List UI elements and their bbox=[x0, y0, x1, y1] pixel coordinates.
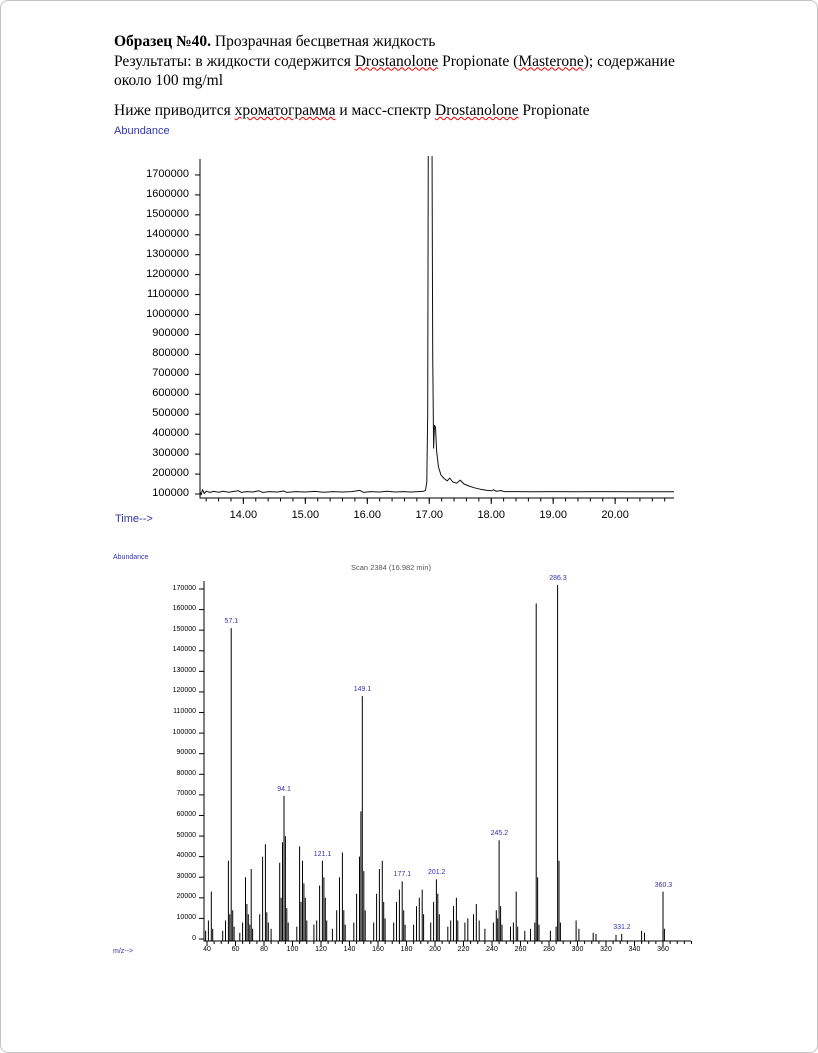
y-tick-label: 300000 bbox=[152, 447, 189, 460]
results-text: Propionate ( bbox=[438, 52, 519, 70]
intro-text: и масс-спектр bbox=[335, 102, 436, 119]
y-tick-label: 110000 bbox=[173, 708, 196, 716]
y-tick-label: 0 bbox=[192, 934, 196, 942]
x-tick-label: 360 bbox=[657, 945, 669, 953]
x-tick-label: 140 bbox=[343, 945, 356, 953]
intro-text: Propionate bbox=[518, 102, 590, 119]
peak-mz-label: 177.1 bbox=[393, 871, 412, 879]
y-tick-label: 1500000 bbox=[146, 207, 189, 220]
sample-number-label: Образец №40. bbox=[114, 33, 212, 50]
peak-mz-label: 94.1 bbox=[277, 785, 291, 793]
mass-spectrum-y-axis-title: Abundance bbox=[113, 554, 149, 561]
x-tick-label: 200 bbox=[429, 945, 441, 953]
results-text: Результаты: в жидкости содержится bbox=[114, 52, 355, 70]
chromatogram-y-axis-title: Abundance bbox=[114, 125, 170, 137]
y-tick-label: 1200000 bbox=[146, 267, 189, 280]
y-tick-label: 130000 bbox=[172, 666, 196, 674]
results-text: ); содержание bbox=[583, 52, 675, 70]
trade-name: Masterone bbox=[518, 52, 584, 70]
peak-mz-label: 121.1 bbox=[313, 850, 332, 858]
y-tick-label: 20000 bbox=[176, 893, 196, 901]
x-tick-label: 100 bbox=[286, 945, 299, 953]
peak-mz-label: 149.1 bbox=[353, 686, 372, 694]
intro-text: Ниже приводится bbox=[114, 102, 235, 119]
x-tick-label: 220 bbox=[457, 945, 470, 953]
y-tick-label: 900000 bbox=[152, 327, 189, 340]
paragraph-intro-charts: Ниже приводится хроматограмма и масс-спе… bbox=[114, 101, 734, 121]
peak-mz-label: 245.2 bbox=[490, 830, 509, 838]
chromatogram-plot bbox=[195, 156, 674, 504]
y-tick-label: 100000 bbox=[152, 487, 189, 499]
x-tick-label: 17.00 bbox=[415, 509, 444, 521]
x-tick-label: 340 bbox=[628, 945, 641, 953]
y-tick-label: 170000 bbox=[172, 584, 196, 592]
x-tick-label: 80 bbox=[260, 945, 268, 953]
y-tick-label: 1600000 bbox=[146, 187, 189, 200]
x-tick-label: 40 bbox=[203, 945, 211, 953]
y-tick-label: 100000 bbox=[172, 728, 196, 736]
y-tick-label: 90000 bbox=[176, 749, 196, 757]
y-tick-label: 400000 bbox=[152, 427, 189, 440]
drug-name: Drostanolone bbox=[435, 102, 519, 119]
y-tick-label: 30000 bbox=[176, 872, 196, 880]
y-tick-label: 600000 bbox=[152, 387, 189, 400]
y-tick-label: 120000 bbox=[172, 687, 196, 695]
y-tick-label: 1300000 bbox=[146, 247, 189, 260]
chromatogram-x-axis-title: Time--> bbox=[115, 513, 153, 525]
x-tick-label: 300 bbox=[571, 945, 584, 953]
x-tick-label: 320 bbox=[600, 945, 612, 953]
y-tick-label: 500000 bbox=[152, 407, 189, 420]
x-tick-label: 19.00 bbox=[539, 509, 567, 521]
concentration-text: около 100 mg/ml bbox=[114, 72, 223, 89]
y-tick-label: 1700000 bbox=[146, 167, 189, 180]
x-tick-label: 180 bbox=[400, 945, 413, 953]
x-tick-label: 15.00 bbox=[291, 509, 320, 521]
x-tick-label: 14.00 bbox=[229, 509, 258, 521]
y-tick-label: 80000 bbox=[176, 769, 196, 777]
y-tick-label: 10000 bbox=[176, 913, 196, 921]
peak-mz-label: 360.3 bbox=[654, 881, 673, 889]
y-tick-label: 50000 bbox=[176, 831, 196, 839]
y-tick-label: 200000 bbox=[152, 467, 189, 480]
x-tick-label: 240 bbox=[486, 945, 498, 953]
y-tick-label: 160000 bbox=[172, 605, 196, 613]
x-tick-label: 18.00 bbox=[477, 509, 505, 521]
intro-word-chromatogram: хроматограмма bbox=[234, 102, 336, 119]
peak-mz-label: 331.2 bbox=[613, 923, 631, 931]
x-tick-label: 280 bbox=[543, 945, 555, 953]
sample-description: Прозрачная бесцветная жидкость bbox=[211, 33, 436, 50]
peak-mz-label: 286.3 bbox=[549, 574, 567, 582]
x-tick-label: 60 bbox=[231, 945, 240, 953]
y-tick-label: 60000 bbox=[176, 810, 196, 818]
y-tick-label: 70000 bbox=[176, 790, 196, 798]
peak-mz-label: 57.1 bbox=[224, 618, 239, 626]
x-tick-label: 20.00 bbox=[601, 509, 629, 521]
drug-name: Drostanolone bbox=[354, 52, 439, 70]
paragraph-sample-results: Образец №40. Прозрачная бесцветная жидко… bbox=[114, 32, 734, 91]
peak-mz-label: 201.2 bbox=[427, 869, 446, 877]
x-tick-label: 260 bbox=[514, 945, 527, 953]
mass-spectrum-plot bbox=[199, 581, 692, 946]
y-tick-label: 1400000 bbox=[146, 227, 189, 240]
x-tick-label: 120 bbox=[315, 945, 327, 953]
y-tick-label: 700000 bbox=[152, 367, 189, 380]
y-tick-label: 1100000 bbox=[146, 287, 189, 300]
mass-spectrum-scan-title: Scan 2384 (16.982 min) bbox=[350, 563, 432, 572]
y-tick-label: 800000 bbox=[152, 347, 189, 360]
y-tick-label: 140000 bbox=[172, 646, 196, 654]
x-tick-label: 160 bbox=[372, 945, 384, 953]
y-tick-label: 40000 bbox=[176, 852, 196, 860]
y-tick-label: 1000000 bbox=[146, 307, 189, 320]
x-tick-label: 16.00 bbox=[353, 509, 382, 521]
y-tick-label: 150000 bbox=[172, 625, 196, 633]
mass-spectrum-x-axis-title: m/z--> bbox=[113, 948, 134, 955]
